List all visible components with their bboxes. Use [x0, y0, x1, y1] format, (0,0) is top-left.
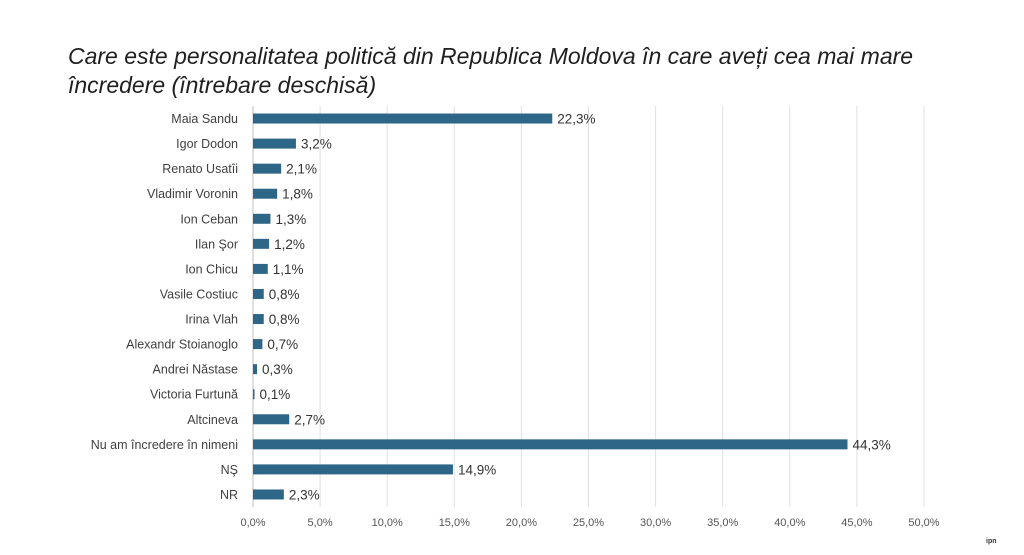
category-label: NR	[220, 488, 238, 502]
value-label: 0,1%	[260, 387, 291, 402]
category-label: Ion Ceban	[180, 212, 238, 226]
ipn-logo: ipn	[986, 538, 997, 545]
bar	[253, 314, 264, 325]
x-tick-label: 30,0%	[640, 517, 671, 529]
category-label: NŞ	[221, 463, 238, 477]
category-label: Maia Sandu	[171, 112, 238, 126]
bar	[253, 238, 270, 249]
bar	[253, 389, 255, 400]
value-label: 44,3%	[853, 437, 891, 452]
category-label: Victoria Furtună	[150, 388, 238, 402]
x-tick-label: 20,0%	[506, 517, 537, 529]
category-label: Altcineva	[187, 413, 238, 427]
bar	[253, 138, 296, 149]
bar	[253, 339, 263, 350]
category-label: Irina Vlah	[185, 313, 238, 327]
value-label: 0,3%	[262, 362, 293, 377]
value-label: 1,3%	[275, 212, 306, 227]
x-tick-label: 10,0%	[372, 517, 403, 529]
category-label: Andrei Năstase	[153, 363, 239, 377]
value-label: 3,2%	[301, 137, 332, 152]
value-label: 1,8%	[282, 187, 313, 202]
category-labels: Maia Sandu Igor Dodon Renato Usatîi Vladimi…	[91, 112, 238, 502]
bar	[253, 489, 284, 500]
category-label: Ilan Şor	[195, 237, 238, 251]
x-axis-tick-labels: 0,0% 5,0% 10,0% 15,0% 20,0% 25,0% 30,0% 35,0% 40…	[240, 517, 939, 529]
category-label: Renato Usatîi	[162, 162, 238, 176]
category-label: Ion Chicu	[185, 262, 238, 276]
value-label: 0,8%	[269, 287, 300, 302]
bar	[253, 464, 453, 475]
chart-title: Care este personalitatea politică din Re…	[68, 43, 914, 98]
category-label: Vladimir Voronin	[147, 187, 238, 201]
x-tick-label: 5,0%	[308, 517, 333, 529]
x-tick-label: 15,0%	[439, 517, 470, 529]
x-tick-label: 40,0%	[774, 517, 805, 529]
category-label: Nu am încredere în nimeni	[91, 438, 238, 452]
x-tick-label: 50,0%	[908, 517, 939, 529]
value-label: 0,8%	[269, 312, 300, 327]
category-label: Vasile Costiuc	[160, 287, 238, 301]
x-tick-label: 35,0%	[707, 517, 738, 529]
bar	[253, 188, 278, 199]
x-tick-label: 0,0%	[240, 517, 265, 529]
bar	[253, 213, 271, 224]
value-label: 2,3%	[289, 487, 320, 502]
category-label: Igor Dodon	[176, 137, 238, 151]
bar	[253, 439, 848, 450]
bar	[253, 263, 268, 274]
value-label: 1,2%	[274, 237, 305, 252]
bar	[253, 163, 282, 174]
value-label: 2,1%	[286, 162, 317, 177]
value-label: 0,7%	[267, 337, 298, 352]
value-label: 14,9%	[458, 462, 496, 477]
value-labels: 22,3% 3,2% 2,1% 1,8% 1,3% 1,2% 1,1% 0,8% 0,8% 0,7…	[260, 112, 891, 503]
value-label: 2,7%	[294, 412, 325, 427]
bars	[253, 113, 848, 500]
bar	[253, 288, 264, 299]
value-label: 1,1%	[273, 262, 304, 277]
value-label: 22,3%	[557, 112, 595, 127]
x-tick-label: 25,0%	[573, 517, 604, 529]
bar	[253, 364, 258, 375]
bar	[253, 414, 290, 425]
bar	[253, 113, 553, 124]
category-label: Alexandr Stoianoglo	[126, 338, 238, 352]
x-tick-label: 45,0%	[841, 517, 872, 529]
